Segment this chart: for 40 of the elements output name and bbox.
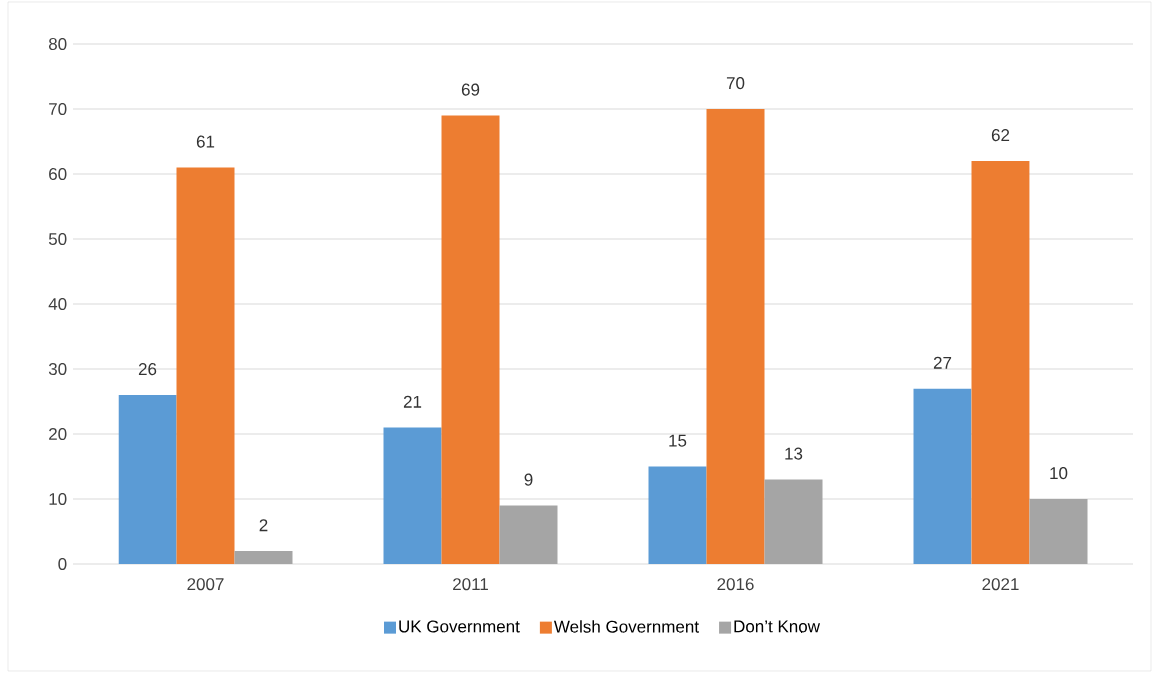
bar xyxy=(234,551,293,564)
data-label: 27 xyxy=(933,356,952,369)
bar xyxy=(118,395,177,564)
data-label: 2 xyxy=(259,519,268,532)
bar xyxy=(706,109,765,564)
data-label: 61 xyxy=(196,135,215,148)
y-tick-label: 20 xyxy=(49,427,67,441)
x-tick-label: 2011 xyxy=(453,578,488,591)
data-label: 26 xyxy=(138,363,157,376)
legend-label: UK Government xyxy=(399,620,520,633)
y-tick-label: 40 xyxy=(48,297,67,311)
bar xyxy=(764,479,823,564)
y-tick-label: 80 xyxy=(48,37,67,51)
bar xyxy=(441,115,500,564)
x-tick-label: 2021 xyxy=(982,578,1019,591)
data-label: 13 xyxy=(785,447,803,460)
legend-label: Welsh Government xyxy=(553,620,699,633)
x-tick-label: 2007 xyxy=(187,578,224,591)
y-tick-label: 50 xyxy=(48,232,67,246)
data-label: 15 xyxy=(669,434,687,447)
bar xyxy=(499,505,558,564)
bar xyxy=(1029,499,1088,564)
data-label: 9 xyxy=(524,473,533,486)
bar xyxy=(176,167,235,564)
y-tick-label: 70 xyxy=(49,102,67,116)
bar xyxy=(913,388,972,564)
data-label: 62 xyxy=(991,129,1010,142)
data-label: 70 xyxy=(726,77,745,90)
data-label: 10 xyxy=(1050,467,1068,480)
legend-label: Don’t Know xyxy=(734,620,821,633)
y-tick-label: 10 xyxy=(49,492,67,506)
y-tick-label: 30 xyxy=(48,362,67,376)
data-label: 21 xyxy=(403,395,422,408)
bar xyxy=(383,427,442,564)
data-label: 69 xyxy=(461,83,480,96)
bar xyxy=(648,466,707,564)
y-tick-label: 60 xyxy=(49,167,67,181)
bar xyxy=(971,161,1030,564)
y-tick-label: 0 xyxy=(58,557,67,571)
x-tick-label: 2016 xyxy=(717,578,754,591)
